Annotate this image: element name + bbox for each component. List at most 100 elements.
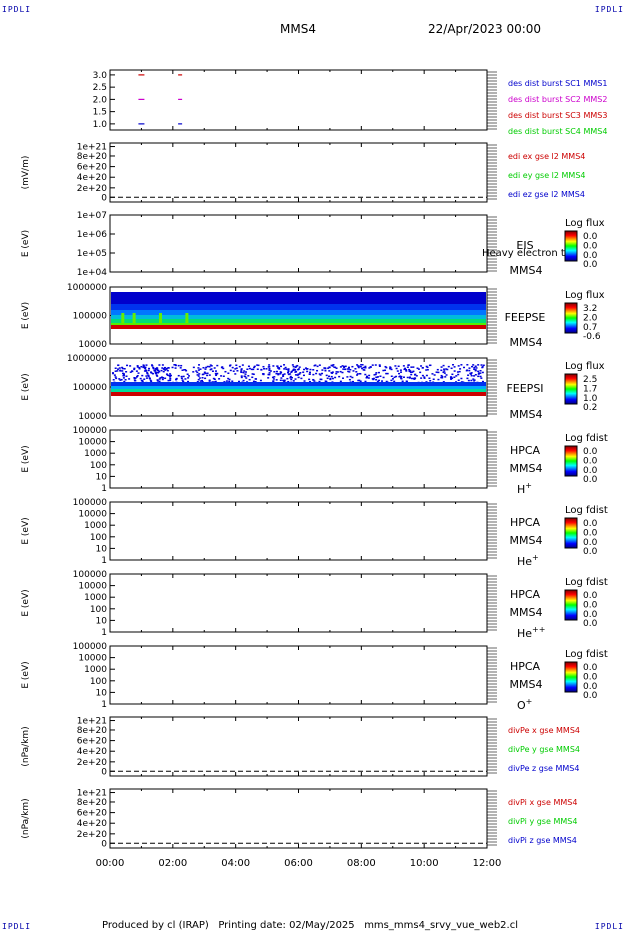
spectrogram-pixel bbox=[215, 374, 218, 377]
spectrogram-pixel bbox=[204, 372, 207, 375]
spectrogram-pixel bbox=[287, 368, 290, 370]
spectrogram-pixel bbox=[375, 378, 378, 381]
spectrogram-pixel bbox=[211, 381, 214, 383]
spectrogram-pixel bbox=[420, 365, 423, 367]
spectrogram-pixel bbox=[308, 378, 311, 381]
spectrogram-pixel bbox=[423, 376, 426, 378]
y-tick-label: 100 bbox=[90, 605, 107, 615]
spectrogram-pixel bbox=[164, 369, 167, 371]
spectrogram-pixel bbox=[312, 379, 315, 381]
spectrogram-pixel bbox=[308, 380, 311, 383]
panel-frame bbox=[109, 69, 488, 131]
spectrogram-pixel bbox=[158, 371, 161, 373]
y-tick-label: 0 bbox=[101, 839, 107, 849]
spectrogram-pixel bbox=[477, 373, 480, 375]
spectrogram-pixel bbox=[213, 367, 216, 369]
spectrogram-pixel bbox=[400, 375, 403, 378]
legend-entry: divPi x gse MMS4 bbox=[508, 798, 577, 807]
spectrogram-pixel bbox=[183, 369, 186, 371]
spectrogram-pixel bbox=[365, 375, 368, 378]
spectrogram-pixel bbox=[167, 367, 170, 369]
spectrogram-pixel bbox=[181, 379, 184, 381]
spectrogram-pixel bbox=[205, 366, 208, 369]
panel-eis: 1e+07 1e+06 1e+05 1e+04 E (eV) EIS MMS4 Heavy e… bbox=[21, 211, 605, 278]
spectrogram-pixel bbox=[256, 364, 259, 366]
spectrogram-spike bbox=[121, 313, 125, 323]
spectrogram-pixel bbox=[175, 378, 178, 381]
spectrogram-pixel bbox=[136, 366, 139, 368]
spectrogram-pixel bbox=[368, 367, 371, 369]
spectrogram-pixel bbox=[115, 377, 118, 380]
spectrogram-pixel bbox=[405, 370, 408, 372]
spectrogram-pixel bbox=[408, 377, 411, 379]
spectrogram-pixel bbox=[166, 369, 169, 372]
spectrogram-pixel bbox=[443, 368, 446, 370]
spectrogram-pixel bbox=[150, 372, 153, 374]
spectrogram-pixel bbox=[460, 364, 463, 366]
y-tick-label: 2e+20 bbox=[77, 830, 108, 840]
spectrogram-pixel bbox=[440, 366, 443, 368]
y-axis-label: E (eV) bbox=[21, 373, 31, 400]
legend-entry: des dist burst SC2 MMS2 bbox=[508, 95, 607, 104]
spectrogram-pixel bbox=[222, 367, 225, 370]
spectrogram-pixel bbox=[321, 372, 324, 375]
y-tick-label: 10 bbox=[96, 688, 108, 698]
spectrogram-pixel bbox=[240, 376, 243, 379]
spectrogram-pixel bbox=[433, 374, 436, 376]
y-tick-label: 1 bbox=[101, 484, 107, 494]
y-tick-label: 10 bbox=[96, 544, 108, 554]
spectrogram-pixel bbox=[313, 380, 316, 382]
spectrogram-pixel bbox=[234, 368, 237, 370]
spectrogram-pixel bbox=[142, 364, 145, 366]
y-axis-label: E (eV) bbox=[21, 230, 31, 257]
spectrogram-pixel bbox=[468, 369, 471, 372]
spectrogram-pixel bbox=[343, 366, 346, 369]
spectrogram-pixel bbox=[306, 370, 309, 373]
instrument-label: FEEPSE bbox=[505, 311, 546, 324]
spectrogram-pixel bbox=[147, 374, 150, 377]
corner-label-bottom-left: IPDLI bbox=[2, 922, 32, 931]
spectrogram-pixel bbox=[374, 364, 377, 366]
spectrogram-pixel bbox=[375, 376, 378, 378]
spectrogram-pixel bbox=[197, 375, 200, 377]
spectrogram-pixel bbox=[277, 373, 280, 376]
spectrogram-pixel bbox=[269, 370, 272, 372]
colorbar-tick-label: 0.0 bbox=[583, 466, 598, 476]
spectrogram-pixel bbox=[290, 378, 293, 381]
spectrogram-pixel bbox=[163, 368, 166, 371]
spectrogram-pixel bbox=[319, 378, 322, 381]
spectrogram-pixel bbox=[382, 376, 385, 379]
y-axis-label: E (eV) bbox=[21, 445, 31, 472]
spectrogram-pixel bbox=[378, 364, 381, 366]
y-tick-label: 1e+21 bbox=[77, 717, 107, 727]
spectrogram-pixel bbox=[182, 380, 185, 383]
spectrogram-pixel bbox=[356, 374, 359, 376]
spectrogram-pixel bbox=[121, 370, 124, 372]
colorbar-tick-label: 0.0 bbox=[583, 591, 598, 601]
colorbar-tick-label: 0.0 bbox=[583, 241, 598, 251]
spectrogram-band bbox=[111, 292, 486, 304]
spectrogram-pixel bbox=[133, 377, 136, 379]
spectrogram-pixel bbox=[470, 374, 473, 377]
spectrogram-pixel bbox=[167, 379, 170, 382]
colorbar-tick-label: 0.0 bbox=[583, 672, 598, 682]
spectrogram-pixel bbox=[308, 371, 311, 374]
spectrogram-pixel bbox=[214, 380, 217, 383]
legend-entry: des dist burst SC4 MMS4 bbox=[508, 127, 607, 136]
spectrogram-pixel bbox=[123, 368, 126, 370]
spectrogram-pixel bbox=[214, 370, 217, 372]
spectrogram-pixel bbox=[296, 364, 299, 367]
spectrogram-pixel bbox=[342, 368, 345, 370]
spectrogram-pixel bbox=[273, 370, 276, 373]
spectrogram-pixel bbox=[145, 375, 148, 377]
spectrogram-pixel bbox=[247, 365, 250, 368]
colorbar-tick-label: 0.0 bbox=[583, 538, 598, 548]
spectrogram-pixel bbox=[160, 369, 163, 372]
spectrogram-pixel bbox=[251, 373, 254, 375]
y-tick-label: 4e+20 bbox=[77, 173, 108, 183]
spectrogram-pixel bbox=[112, 372, 115, 374]
y-tick-label: 1000 bbox=[84, 449, 107, 459]
spectrogram-pixel bbox=[145, 364, 148, 366]
